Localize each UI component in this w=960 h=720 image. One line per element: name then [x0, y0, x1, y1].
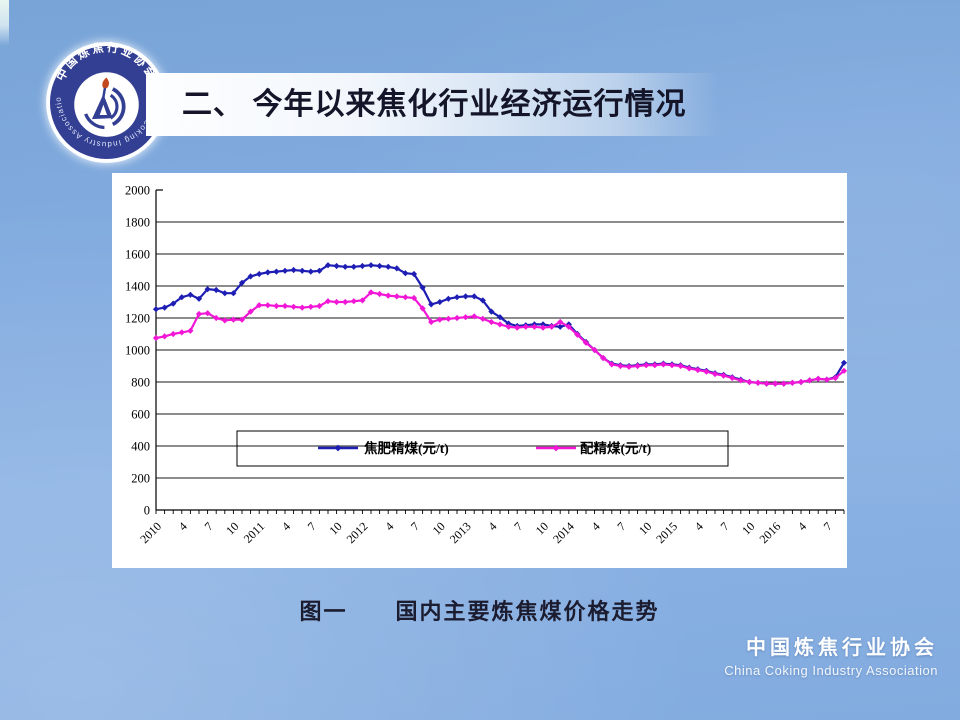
svg-text:200: 200	[131, 472, 150, 486]
svg-text:800: 800	[131, 376, 150, 390]
svg-text:2011: 2011	[241, 519, 268, 546]
svg-text:4: 4	[176, 519, 190, 533]
logo-flame-icon	[102, 77, 110, 89]
cia-logo-icon: 中国炼焦行业协会 China Coking Industry Associati…	[44, 40, 167, 163]
chart-caption: 图一 国内主要炼焦煤价格走势	[299, 599, 660, 624]
svg-text:600: 600	[131, 408, 150, 422]
svg-text:4: 4	[589, 519, 603, 533]
svg-text:2010: 2010	[137, 519, 164, 546]
series-2	[152, 289, 847, 387]
svg-text:2000: 2000	[125, 184, 150, 198]
footer-brand: 中国炼焦行业协会 China Coking Industry Associati…	[724, 631, 938, 678]
svg-text:2012: 2012	[344, 519, 371, 546]
svg-text:2013: 2013	[447, 519, 474, 546]
legend: 焦肥精煤(元/t) 配精煤(元/t)	[236, 430, 729, 467]
svg-text:4: 4	[692, 519, 706, 533]
footer-org-name-cn: 中国炼焦行业协会	[746, 637, 938, 659]
svg-text:4: 4	[279, 519, 293, 533]
svg-text:7: 7	[614, 519, 628, 533]
svg-text:7: 7	[202, 519, 216, 533]
svg-text:10: 10	[533, 519, 551, 537]
svg-text:配精煤(元/t): 配精煤(元/t)	[580, 440, 651, 456]
y-axis-labels: 0 200 400 600 800 1000 1200 1400 1600 1800 2000	[125, 184, 150, 518]
plot-area: 0 200 400 600 800 1000 1200 1400 1600 1800 2000 201…	[125, 184, 847, 546]
svg-text:4: 4	[382, 519, 396, 533]
svg-text:7: 7	[821, 519, 835, 533]
svg-text:4: 4	[795, 519, 809, 533]
svg-text:400: 400	[131, 440, 150, 454]
footer-org-name-en: China Coking Industry Association	[724, 663, 938, 678]
svg-text:1600: 1600	[125, 248, 150, 262]
title-band	[146, 73, 718, 136]
svg-text:7: 7	[511, 519, 525, 533]
svg-text:2014: 2014	[550, 519, 577, 546]
svg-text:7: 7	[408, 519, 422, 533]
svg-text:4: 4	[485, 519, 499, 533]
svg-text:2015: 2015	[653, 519, 680, 546]
svg-text:10: 10	[739, 519, 757, 537]
chart-canvas: 0 200 400 600 800 1000 1200 1400 1600 1800 2000 201…	[125, 184, 847, 546]
svg-text:7: 7	[718, 519, 732, 533]
price-chart-panel: 0 200 400 600 800 1000 1200 1400 1600 1800 2000 201…	[112, 173, 847, 568]
svg-text:10: 10	[430, 519, 448, 537]
svg-text:0: 0	[144, 504, 150, 518]
svg-text:1400: 1400	[125, 280, 150, 294]
grid-lines	[156, 221, 844, 479]
svg-text:10: 10	[326, 519, 344, 537]
svg-text:2016: 2016	[756, 519, 783, 546]
svg-text:1000: 1000	[125, 344, 150, 358]
svg-text:10: 10	[223, 519, 241, 537]
svg-text:10: 10	[636, 519, 654, 537]
corner-accent	[0, 0, 9, 46]
page-title: 二、 今年以来焦化行业经济运行情况	[182, 88, 687, 121]
svg-text:1800: 1800	[125, 216, 150, 230]
logo-emblem	[84, 77, 126, 130]
svg-text:焦肥精煤(元/t): 焦肥精煤(元/t)	[363, 440, 449, 456]
svg-text:7: 7	[305, 519, 319, 533]
svg-text:1200: 1200	[125, 312, 150, 326]
